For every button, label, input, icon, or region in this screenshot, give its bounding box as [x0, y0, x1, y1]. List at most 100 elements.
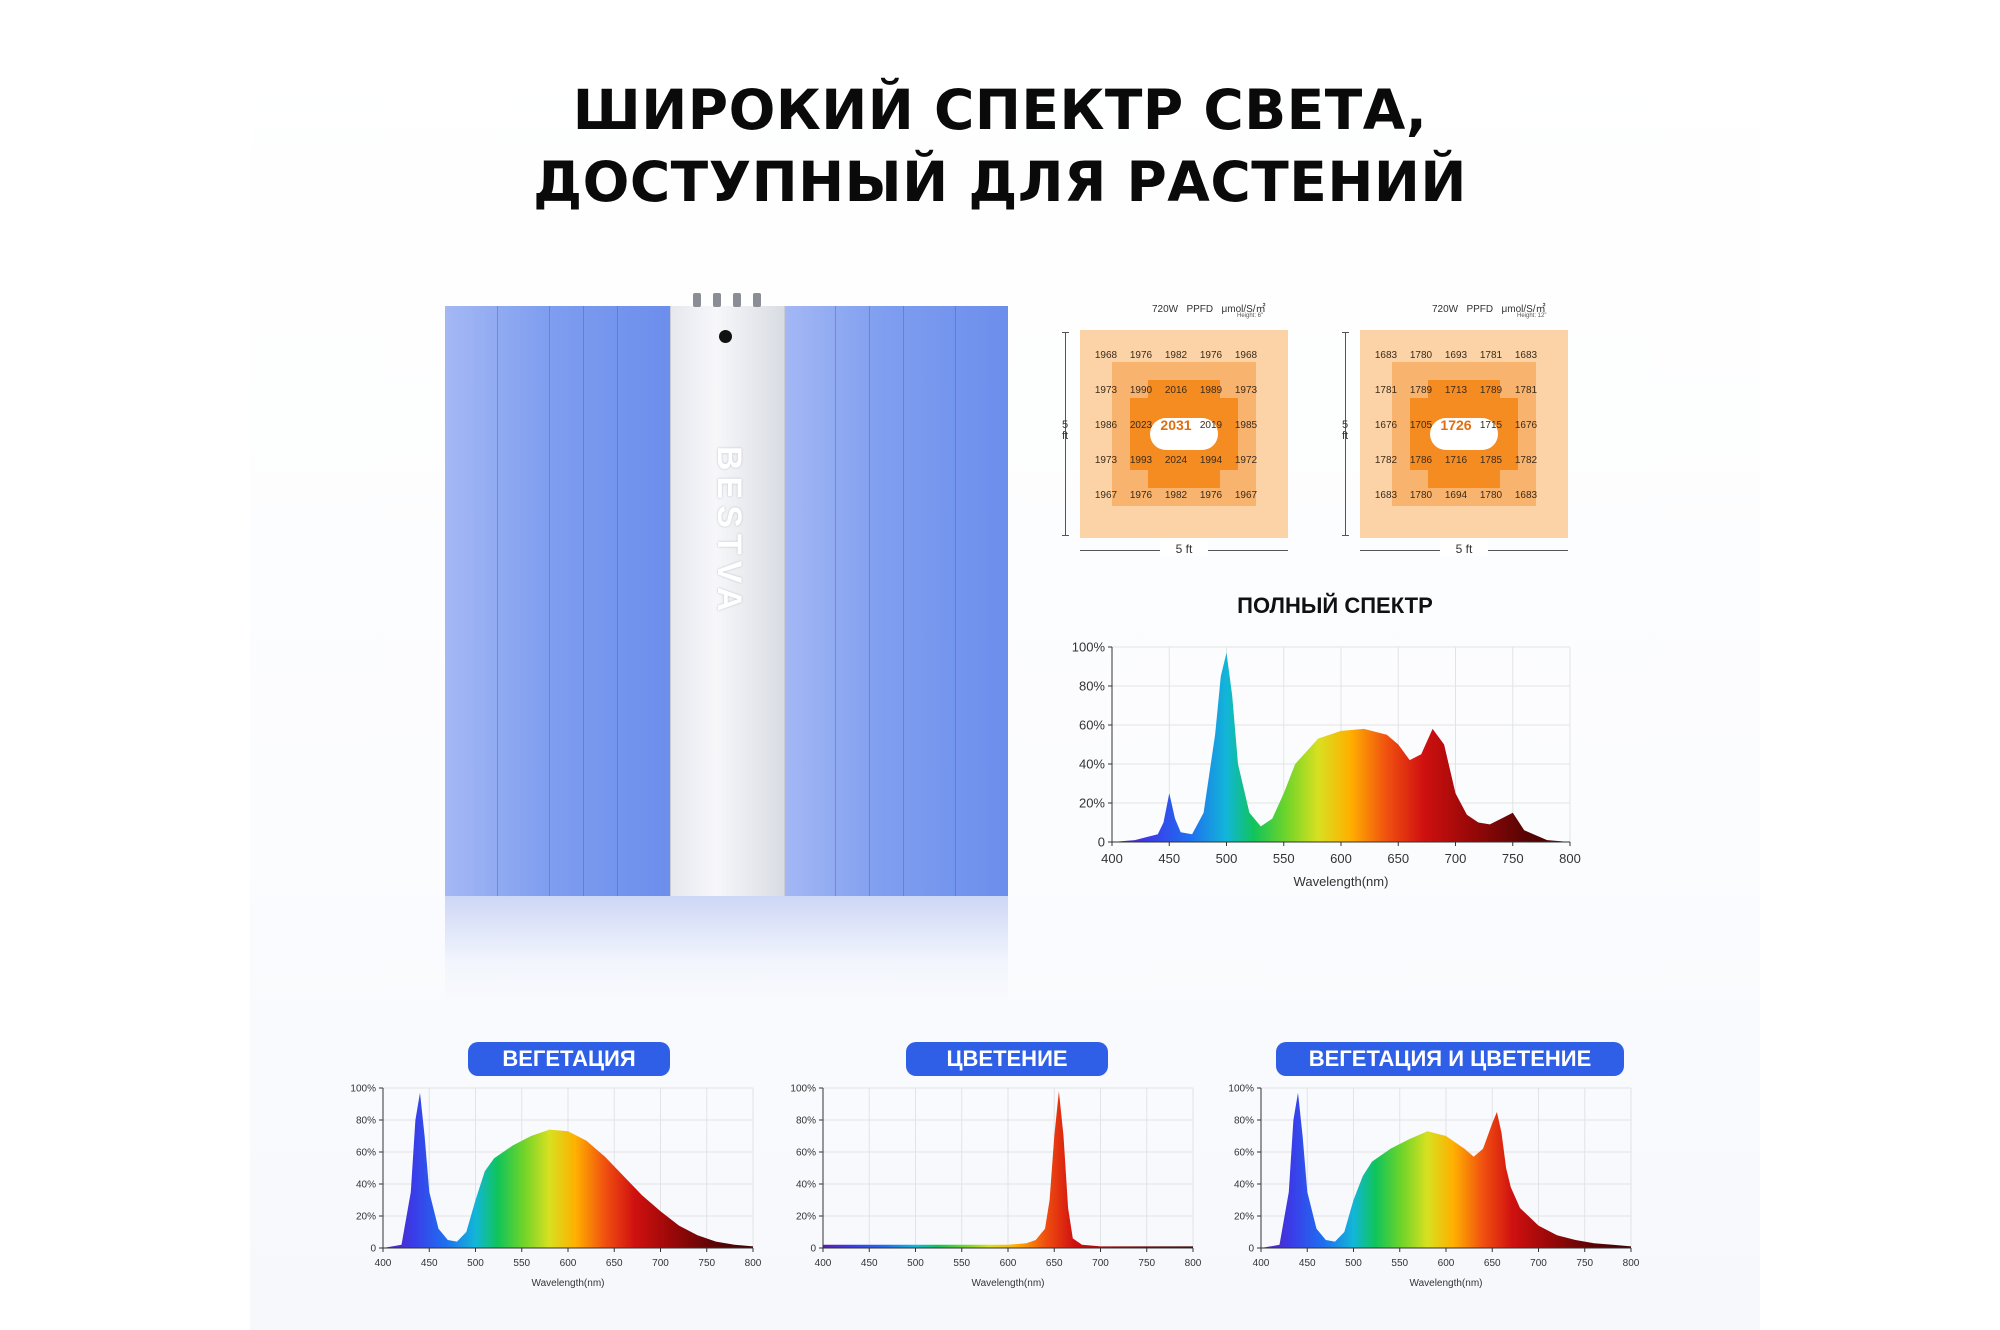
y-tick-label: 40%: [1234, 1180, 1254, 1191]
x-tick-label: 600: [1330, 851, 1352, 866]
ppfd-cell-value: 1985: [1234, 420, 1258, 431]
x-tick-label: 450: [1299, 1258, 1316, 1269]
ppfd-cell-value: 1968: [1234, 350, 1258, 361]
y-tick-label: 60%: [1079, 718, 1105, 733]
ppfd-header: 720W PPFD μmol/S/㎡: [1152, 304, 1266, 315]
x-tick-label: 600: [560, 1258, 577, 1269]
ppfd-height-note: Height: 6": [1237, 313, 1264, 319]
ppfd-cell-value: 1683: [1374, 350, 1398, 361]
x-tick-label: 550: [513, 1258, 530, 1269]
ppfd-cell-value: 1973: [1094, 455, 1118, 466]
ppfd-cell-value: 1982: [1164, 490, 1188, 501]
vegetation-spectrum-chart: 400 450 500 550 600 650 700 750 800 0 20% 40% 60% 80%…: [350, 1084, 762, 1290]
ppfd-cell-value: 1693: [1444, 350, 1468, 361]
connector-icon: [753, 293, 761, 307]
page-title: ШИРОКИЙ СПЕКТР СВЕТА, ДОСТУПНЫЙ ДЛЯ РАСТ…: [0, 74, 2000, 218]
full-spectrum-chart: 400 450 500 550 600 650 700 750 800 0 20% 40% 60% 80%…: [1072, 640, 1581, 889]
x-tick-label: 700: [1445, 851, 1467, 866]
ppfd-cell-value: 1993: [1129, 455, 1153, 466]
connector-icon: [733, 293, 741, 307]
ppfd-map-height-6: 720W PPFD μmol/S/㎡ Height: 6" 5 ft 5 ft …: [1062, 300, 1302, 560]
y-tick-label: 0: [1248, 1244, 1254, 1255]
x-tick-label: 500: [467, 1258, 484, 1269]
x-tick-label: 400: [815, 1258, 832, 1269]
ppfd-cell-value: 1683: [1374, 490, 1398, 501]
y-tick-label: 0: [810, 1244, 816, 1255]
ppfd-map-height-12: 720W PPFD μmol/S/㎡ Height: 12" 5 ft 5 ft…: [1342, 300, 1582, 560]
x-axis-label: Wavelength(nm): [532, 1278, 605, 1289]
ppfd-cell-value: 2016: [1164, 385, 1188, 396]
x-tick-label: 500: [1216, 851, 1238, 866]
x-tick-label: 400: [375, 1258, 392, 1269]
badge-vegetation: ВЕГЕТАЦИЯ: [468, 1042, 670, 1076]
lamp-right-panel: [783, 306, 1008, 896]
ppfd-cell-value: 1972: [1234, 455, 1258, 466]
brand-logo: BESTVA: [710, 446, 748, 618]
x-tick-label: 550: [953, 1258, 970, 1269]
y-tick-label: 60%: [796, 1148, 816, 1159]
ppfd-cell-value: 1968: [1094, 350, 1118, 361]
x-tick-label: 650: [1484, 1258, 1501, 1269]
spectrum-area: [1112, 652, 1570, 842]
y-tick-label: 20%: [1234, 1212, 1254, 1223]
x-tick-label: 700: [652, 1258, 669, 1269]
ppfd-cell-value: 2024: [1164, 455, 1188, 466]
ppfd-cell-value: 1976: [1199, 490, 1223, 501]
connector-icon: [693, 293, 701, 307]
lamp-left-panel: [445, 306, 670, 896]
x-tick-label: 800: [745, 1258, 762, 1269]
ppfd-cell-value: 1716: [1444, 455, 1468, 466]
lamp-driver-bar: BESTVA: [670, 306, 785, 896]
ppfd-cell-value: 1676: [1514, 420, 1538, 431]
x-tick-label: 650: [1387, 851, 1409, 866]
x-tick-label: 700: [1092, 1258, 1109, 1269]
y-tick-label: 0: [1098, 835, 1105, 850]
ppfd-cell-value: 1990: [1129, 385, 1153, 396]
ppfd-cell-value: 1705: [1409, 420, 1433, 431]
ppfd-cell-value: 1986: [1094, 420, 1118, 431]
y-tick-label: 100%: [1228, 1084, 1254, 1095]
x-tick-label: 500: [907, 1258, 924, 1269]
ppfd-cell-value: 1976: [1129, 350, 1153, 361]
x-tick-label: 450: [861, 1258, 878, 1269]
ppfd-cell-value: 1973: [1234, 385, 1258, 396]
ppfd-cell-value: 1683: [1514, 490, 1538, 501]
ppfd-cell-value: 1781: [1514, 385, 1538, 396]
y-tick-label: 80%: [356, 1116, 376, 1127]
y-tick-label: 60%: [356, 1148, 376, 1159]
page-title-line-2: ДОСТУПНЫЙ ДЛЯ РАСТЕНИЙ: [533, 150, 1467, 214]
ppfd-cell-value: 1780: [1409, 350, 1433, 361]
x-tick-label: 750: [1138, 1258, 1155, 1269]
chart-gridlines: [822, 1087, 1194, 1249]
ppfd-center-value: 2031: [1160, 417, 1192, 433]
ppfd-header: 720W PPFD μmol/S/㎡: [1432, 304, 1546, 315]
x-tick-label: 550: [1391, 1258, 1408, 1269]
x-tick-label: 800: [1559, 851, 1581, 866]
x-tick-label: 550: [1273, 851, 1295, 866]
x-tick-label: 800: [1623, 1258, 1640, 1269]
ppfd-side-label: 5 ft: [1341, 419, 1349, 442]
y-tick-label: 0: [370, 1244, 376, 1255]
ppfd-cell-value: 1694: [1444, 490, 1468, 501]
y-tick-label: 20%: [796, 1212, 816, 1223]
ppfd-cell-value: 1781: [1374, 385, 1398, 396]
ppfd-cell-value: 1683: [1514, 350, 1538, 361]
ppfd-cell-value: 2019: [1199, 420, 1223, 431]
ppfd-cell-value: 1786: [1409, 455, 1433, 466]
ppfd-cell-value: 1782: [1514, 455, 1538, 466]
x-tick-label: 750: [698, 1258, 715, 1269]
x-axis-label: Wavelength(nm): [1410, 1278, 1483, 1289]
ppfd-cell-value: 1780: [1479, 490, 1503, 501]
ppfd-cell-value: 1994: [1199, 455, 1223, 466]
x-tick-label: 750: [1502, 851, 1524, 866]
x-tick-label: 800: [1185, 1258, 1202, 1269]
full-spectrum-title: ПОЛНЫЙ СПЕКТР: [1237, 593, 1433, 618]
y-tick-label: 20%: [1079, 796, 1105, 811]
x-axis-label: Wavelength(nm): [1294, 874, 1389, 889]
y-tick-label: 80%: [796, 1116, 816, 1127]
y-tick-label: 40%: [796, 1180, 816, 1191]
spectrum-area: [383, 1092, 753, 1248]
badge-vegetation-and-flowering: ВЕГЕТАЦИЯ И ЦВЕТЕНИЕ: [1276, 1042, 1624, 1076]
y-tick-label: 40%: [356, 1180, 376, 1191]
ppfd-cell-value: 1782: [1374, 455, 1398, 466]
